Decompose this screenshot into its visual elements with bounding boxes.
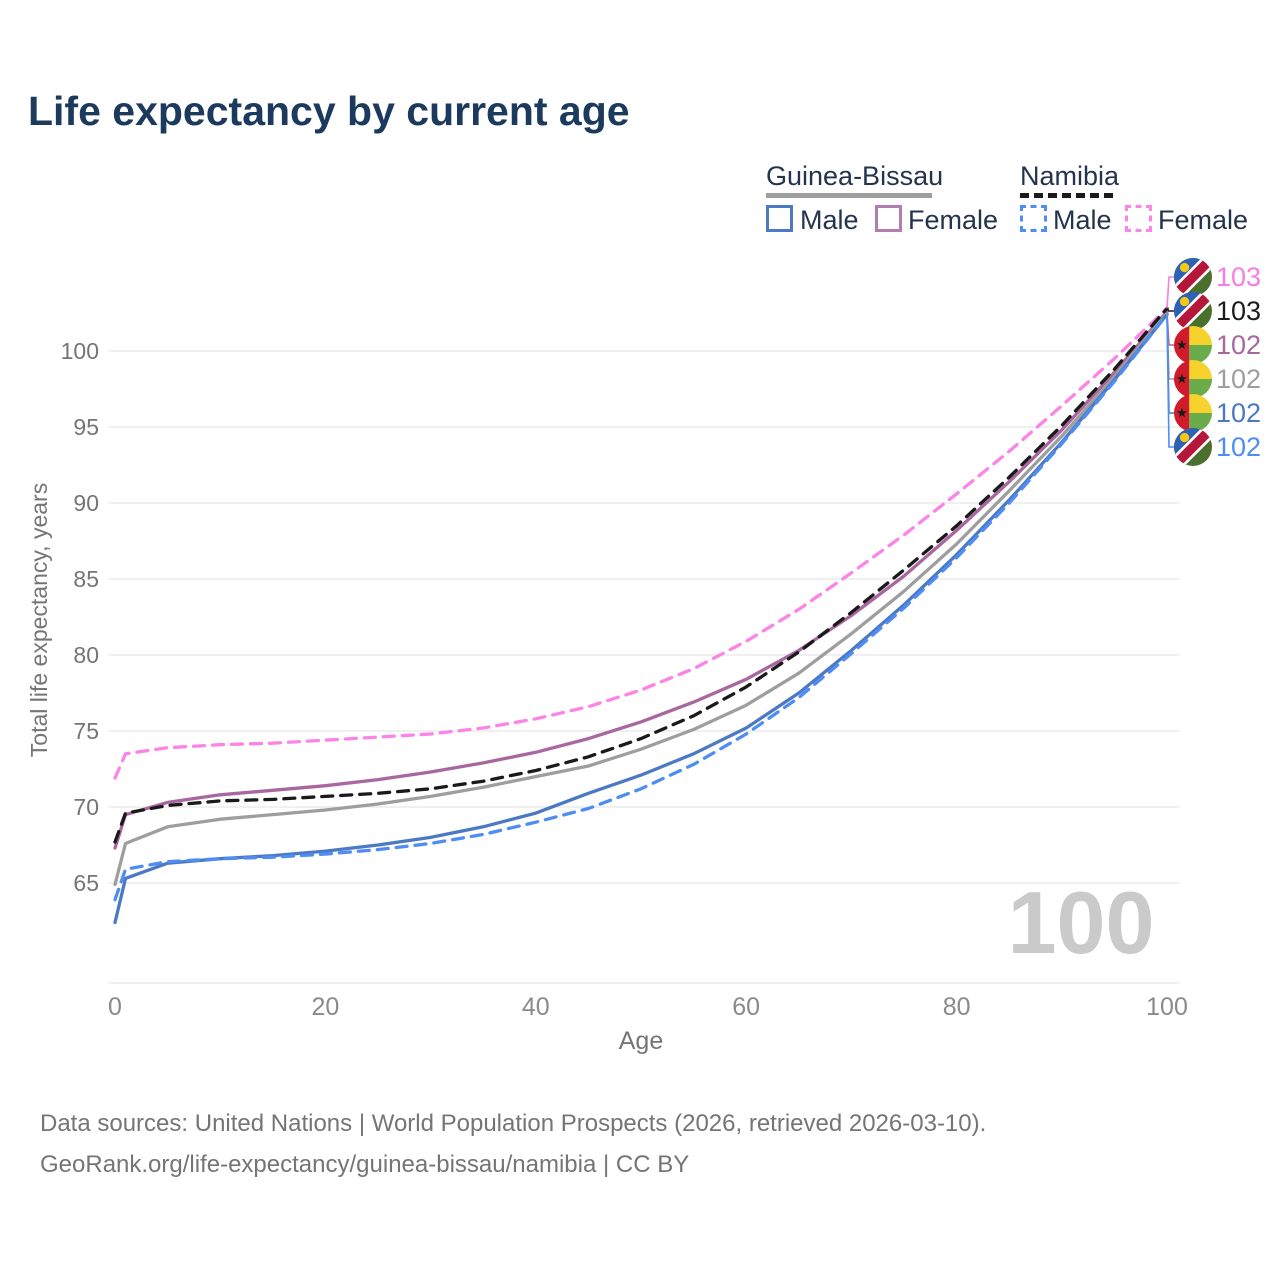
y-tick-label-100: 100 xyxy=(61,338,99,364)
y-axis-title: Total life expectancy, years xyxy=(26,483,52,757)
series-line-guinea-bissau-male xyxy=(113,312,1169,925)
x-tick-label-100: 100 xyxy=(1146,993,1188,1021)
x-axis-title: Age xyxy=(619,1027,663,1055)
age-counter-watermark: 100 xyxy=(1008,873,1155,972)
series-line-namibia-both-sexes xyxy=(113,306,1169,844)
legend-group-guinea-bissau-line-swatch xyxy=(766,193,932,198)
y-tick-label-80: 80 xyxy=(73,642,99,668)
data-source-text: Data sources: United Nations | World Pop… xyxy=(40,1110,987,1137)
callout-leader-namibia-both-sexes xyxy=(1166,307,1175,312)
x-tick-label-80: 80 xyxy=(943,993,971,1021)
x-tick-label-60: 60 xyxy=(732,993,760,1021)
callout-leader-namibia-male xyxy=(1166,314,1175,448)
endpoint-value-guinea-bissau-female: 102 xyxy=(1216,330,1261,360)
y-tick-label-90: 90 xyxy=(73,490,99,516)
y-tick-label-95: 95 xyxy=(73,414,99,440)
endpoint-value-namibia-female: 103 xyxy=(1216,262,1261,292)
x-tick-label-40: 40 xyxy=(522,993,550,1021)
legend-group-guinea-bissau[interactable]: Guinea-Bissau xyxy=(766,161,944,191)
legend-label-guinea-bissau-male[interactable]: Male xyxy=(800,205,859,235)
page-title: Life expectancy by current age xyxy=(28,88,630,134)
legend-label-namibia-male[interactable]: Male xyxy=(1053,205,1112,235)
guinea-bissau-flag-icon xyxy=(1174,360,1212,398)
guinea-bissau-flag-icon xyxy=(1174,326,1212,364)
legend-swatch-guinea-bissau-female[interactable] xyxy=(875,205,902,232)
endpoint-value-guinea-bissau-male: 102 xyxy=(1216,398,1261,428)
y-tick-label-75: 75 xyxy=(73,718,99,744)
namibia-flag-icon xyxy=(1169,423,1218,472)
legend-label-namibia-female[interactable]: Female xyxy=(1158,205,1249,235)
callout-leader-namibia-female xyxy=(1166,276,1175,309)
x-tick-label-20: 20 xyxy=(311,993,339,1021)
legend-group-namibia[interactable]: Namibia xyxy=(1020,161,1120,191)
series-lines xyxy=(113,306,1169,925)
attribution-link-text: GeoRank.org/life-expectancy/guinea-bissa… xyxy=(40,1151,690,1178)
guinea-bissau-flag-icon xyxy=(1174,394,1212,432)
endpoint-value-namibia-male: 102 xyxy=(1216,432,1261,462)
endpoint-value-guinea-bissau-both-sexes: 102 xyxy=(1216,364,1261,394)
y-tick-label-65: 65 xyxy=(73,870,99,896)
gridlines xyxy=(108,350,1180,984)
legend-group-namibia-line-swatch xyxy=(1020,193,1113,198)
legend-swatch-namibia-male[interactable] xyxy=(1020,205,1047,232)
series-line-guinea-bissau-both-sexes xyxy=(113,311,1169,887)
y-tick-label-70: 70 xyxy=(73,794,99,820)
series-line-namibia-female xyxy=(113,306,1169,780)
series-line-guinea-bissau-female xyxy=(113,309,1169,850)
legend-swatch-namibia-female[interactable] xyxy=(1125,205,1152,232)
axis-tick-labels: 65 70 75 80 85 90 95 100 0 20 40 60 80 100 xyxy=(61,338,1188,1021)
legend-label-guinea-bissau-female[interactable]: Female xyxy=(908,205,999,235)
series-line-namibia-male xyxy=(113,312,1169,902)
legend-swatch-guinea-bissau-male[interactable] xyxy=(766,205,793,232)
x-tick-label-0: 0 xyxy=(108,993,122,1021)
y-tick-label-85: 85 xyxy=(73,566,99,592)
endpoint-callouts: 103 103 102 102 102 102 xyxy=(1166,253,1261,472)
endpoint-value-namibia-both-sexes: 103 xyxy=(1216,296,1261,326)
